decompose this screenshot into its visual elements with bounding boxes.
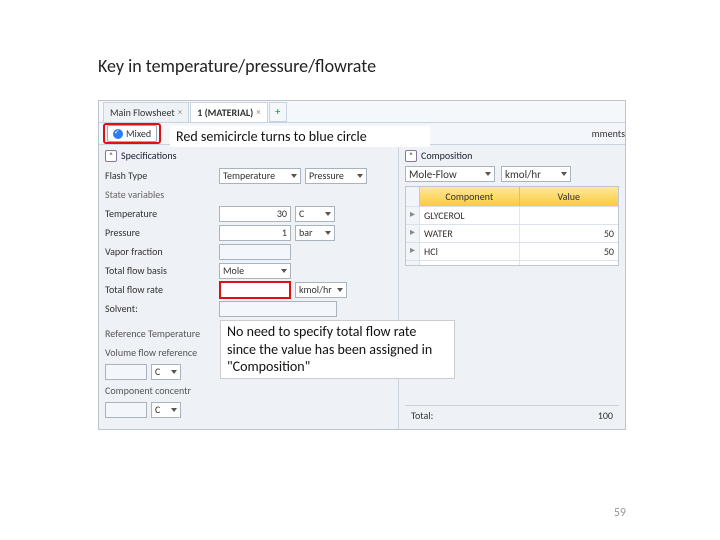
app-window: Main Flowsheet × 1 (MATERIAL) × + Mixed … — [98, 100, 626, 430]
col-component: Component — [420, 187, 520, 206]
cell-component: GLYCEROL — [420, 207, 520, 224]
vapor-fraction-label: Vapor fraction — [105, 245, 215, 258]
solvent-label: Solvent: — [105, 302, 215, 315]
flash-type-a-dropdown[interactable]: Temperature — [219, 168, 301, 184]
row-marker-icon: ▸ — [406, 225, 420, 242]
chevron-down-icon — [337, 288, 343, 292]
tab-label: 1 (MATERIAL) — [197, 106, 253, 119]
total-flow-rate-input[interactable] — [219, 281, 291, 299]
flash-type-label: Flash Type — [105, 169, 215, 182]
table-row[interactable]: ▸ GLYCEROL — [406, 206, 618, 224]
composition-basis-row: Mole-Flow kmol/hr — [405, 166, 619, 182]
chevron-down-icon — [561, 172, 567, 176]
close-icon[interactable]: × — [256, 107, 260, 118]
add-tab-button[interactable]: + — [269, 102, 287, 122]
composition-total: Total: 100 — [405, 405, 619, 425]
cell-component — [420, 261, 520, 265]
row-marker-icon: ▸ — [406, 243, 420, 260]
flash-type-b-dropdown[interactable]: Pressure — [305, 168, 367, 184]
comp-conc-input[interactable] — [105, 402, 147, 418]
vapor-fraction-input[interactable] — [219, 244, 291, 260]
ref-temp-unit-dropdown[interactable]: C — [151, 364, 181, 380]
chevron-up-icon: ˄ — [105, 150, 117, 162]
chevron-down-icon — [325, 231, 331, 235]
slide-title: Key in temperature/pressure/flowrate — [98, 55, 376, 77]
page-number: 59 — [614, 506, 626, 520]
chevron-down-icon — [171, 370, 177, 374]
composition-pane: ˄ Composition Mole-Flow kmol/hr Componen… — [399, 145, 625, 429]
row-vapor-fraction: Vapor fraction — [105, 242, 392, 261]
tab-flowsheet[interactable]: Main Flowsheet × — [103, 102, 189, 122]
cell-component: HCl — [420, 243, 520, 260]
total-flow-rate-unit-dropdown[interactable]: kmol/hr — [295, 282, 347, 298]
chevron-down-icon — [281, 269, 287, 273]
ref-temp-input[interactable] — [105, 364, 147, 380]
spec-heading: Specifications — [121, 149, 177, 162]
table-row[interactable] — [406, 260, 618, 265]
callout-flowrate: No need to specify total flow rate since… — [220, 320, 455, 379]
temperature-label: Temperature — [105, 207, 215, 220]
state-vars-label: State variables — [105, 188, 215, 201]
comp-conc-unit-dropdown[interactable]: C — [151, 402, 181, 418]
chevron-down-icon — [291, 174, 297, 178]
composition-basis-unit-dropdown[interactable]: kmol/hr — [501, 166, 571, 182]
row-flash-type: Flash Type Temperature Pressure — [105, 166, 392, 185]
mixed-label: Mixed — [126, 127, 151, 140]
chevron-down-icon — [357, 174, 363, 178]
col-value: Value — [520, 187, 619, 206]
cell-value[interactable] — [520, 207, 619, 224]
composition-basis-dropdown[interactable]: Mole-Flow — [405, 166, 495, 182]
temperature-input[interactable]: 30 — [219, 206, 291, 222]
comp-conc-label: Component concentr — [105, 384, 285, 397]
row-marker-icon — [406, 261, 420, 265]
row-state-vars: State variables — [105, 185, 392, 204]
solvent-input[interactable] — [219, 301, 337, 317]
close-icon[interactable]: × — [178, 107, 182, 118]
total-flow-rate-label: Total flow rate — [105, 283, 215, 296]
composition-table: Component Value ▸ GLYCEROL ▸ WATER 50 ▸ … — [405, 186, 619, 266]
pressure-label: Pressure — [105, 226, 215, 239]
specifications-pane: ˄ Specifications Flash Type Temperature … — [99, 145, 399, 429]
toolbar-right-item[interactable]: mments — [592, 127, 625, 140]
row-total-flow-basis: Total flow basis Mole — [105, 261, 392, 280]
row-total-flow-rate: Total flow rate kmol/hr — [105, 280, 392, 299]
total-value: 100 — [598, 409, 613, 422]
callout-semicircle: Red semicircle turns to blue circle — [170, 126, 430, 147]
table-header: Component Value — [406, 187, 618, 206]
mixed-highlight: Mixed — [103, 123, 161, 144]
row-comp-conc-unit: C — [105, 400, 392, 419]
tab-label: Main Flowsheet — [110, 106, 175, 119]
composition-heading: Composition — [421, 149, 472, 162]
chevron-up-icon: ˄ — [405, 150, 417, 162]
spec-collapser[interactable]: ˄ Specifications — [105, 149, 392, 162]
content-area: ˄ Specifications Flash Type Temperature … — [99, 145, 625, 429]
row-comp-conc: Component concentr — [105, 381, 392, 400]
pressure-input[interactable]: 1 — [219, 225, 291, 241]
row-pressure: Pressure 1 bar — [105, 223, 392, 242]
comp-collapser[interactable]: ˄ Composition — [405, 149, 619, 162]
total-flow-basis-dropdown[interactable]: Mole — [219, 263, 291, 279]
row-marker-icon: ▸ — [406, 207, 420, 224]
mixed-chip[interactable]: Mixed — [107, 125, 157, 142]
row-temperature: Temperature 30 C — [105, 204, 392, 223]
cell-component: WATER — [420, 225, 520, 242]
tab-strip: Main Flowsheet × 1 (MATERIAL) × + — [99, 101, 625, 123]
check-icon — [113, 129, 123, 139]
row-solvent: Solvent: — [105, 299, 392, 318]
cell-value[interactable] — [520, 261, 619, 265]
tab-material[interactable]: 1 (MATERIAL) × — [190, 102, 267, 122]
total-label: Total: — [411, 409, 433, 422]
table-row[interactable]: ▸ WATER 50 — [406, 224, 618, 242]
chevron-down-icon — [325, 212, 331, 216]
table-row[interactable]: ▸ HCl 50 — [406, 242, 618, 260]
pressure-unit-dropdown[interactable]: bar — [295, 225, 335, 241]
temperature-unit-dropdown[interactable]: C — [295, 206, 335, 222]
cell-value[interactable]: 50 — [520, 243, 619, 260]
cell-value[interactable]: 50 — [520, 225, 619, 242]
chevron-down-icon — [171, 408, 177, 412]
chevron-down-icon — [485, 172, 491, 176]
total-flow-basis-label: Total flow basis — [105, 264, 215, 277]
